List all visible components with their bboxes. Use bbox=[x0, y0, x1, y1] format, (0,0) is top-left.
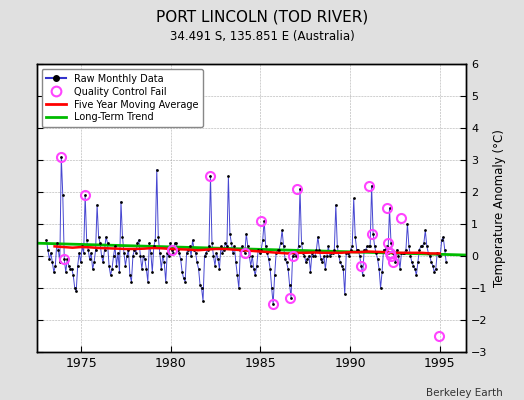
Text: Berkeley Earth: Berkeley Earth bbox=[427, 388, 503, 398]
Y-axis label: Temperature Anomaly (°C): Temperature Anomaly (°C) bbox=[493, 129, 506, 287]
Legend: Raw Monthly Data, Quality Control Fail, Five Year Moving Average, Long-Term Tren: Raw Monthly Data, Quality Control Fail, … bbox=[41, 69, 203, 127]
Text: PORT LINCOLN (TOD RIVER): PORT LINCOLN (TOD RIVER) bbox=[156, 10, 368, 25]
Text: 34.491 S, 135.851 E (Australia): 34.491 S, 135.851 E (Australia) bbox=[170, 30, 354, 43]
